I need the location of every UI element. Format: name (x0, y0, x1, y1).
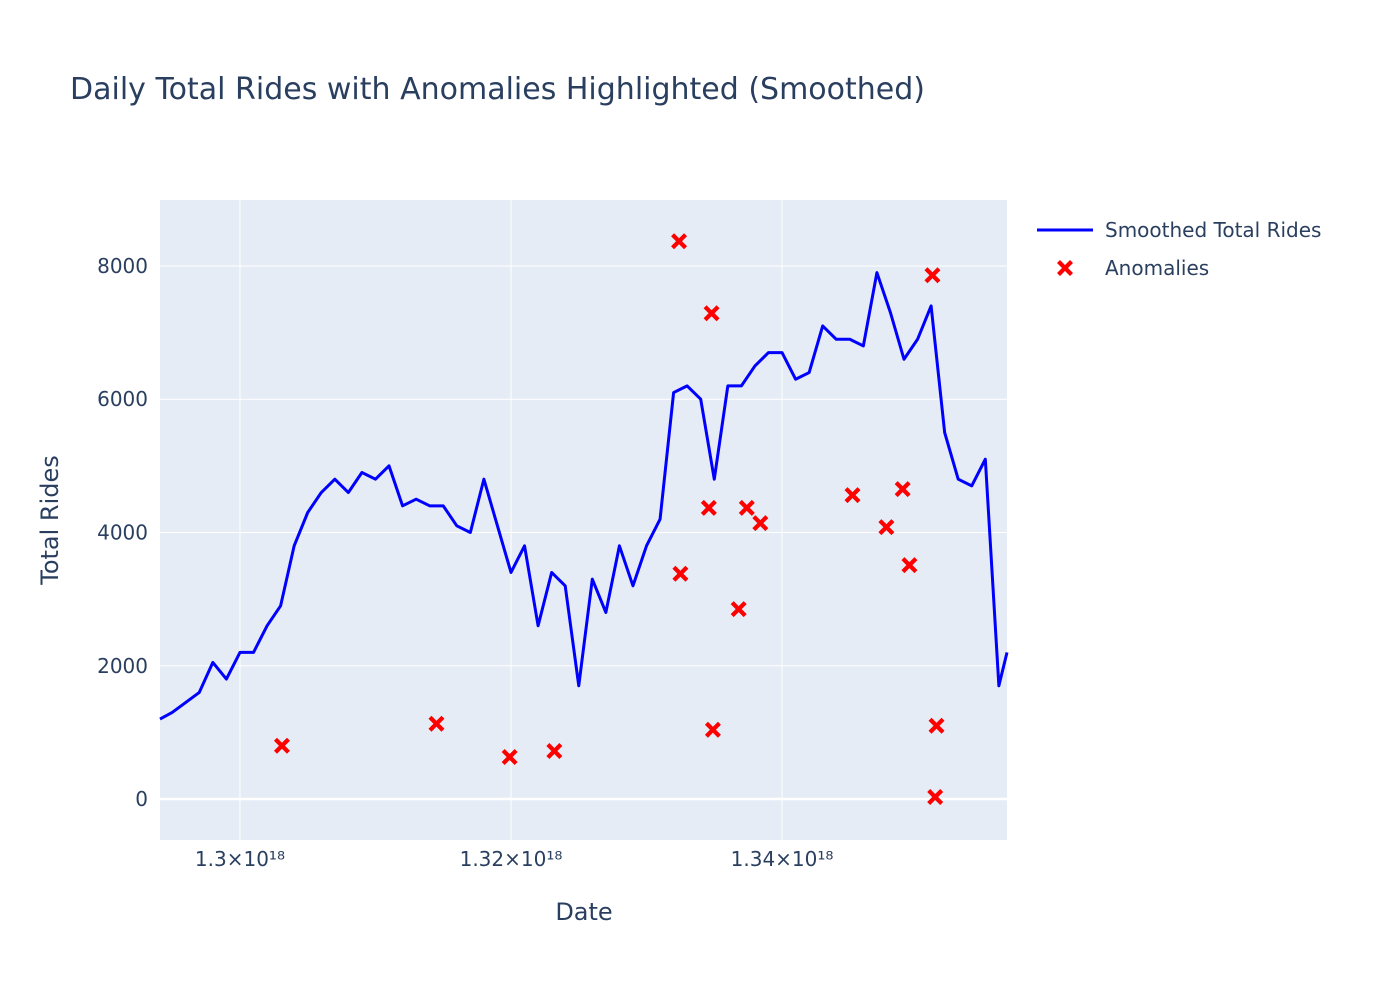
legend-label: Smoothed Total Rides (1105, 218, 1321, 242)
anomaly-marker (730, 601, 747, 618)
anomaly-marker (501, 749, 518, 766)
anomaly-marker (671, 233, 688, 250)
anomaly-marker (924, 267, 941, 284)
y-tick-label: 6000 (97, 387, 148, 411)
anomaly-marker (901, 557, 918, 574)
legend-label: Anomalies (1105, 256, 1209, 280)
plot-area (160, 200, 1007, 840)
x-axis-title: Date (555, 898, 612, 926)
anomaly-marker (844, 487, 861, 504)
x-tick-label: 1.3×10¹⁸ (195, 847, 285, 871)
x-tick-label: 1.34×10¹⁸ (731, 847, 834, 871)
plot-layer (159, 233, 1009, 806)
x-tick-label: 1.32×10¹⁸ (460, 847, 563, 871)
y-tick-label: 2000 (97, 654, 148, 678)
y-tick-label: 0 (135, 787, 148, 811)
line-series (159, 271, 1009, 721)
legend: Smoothed Total Rides Anomalies (1037, 218, 1321, 280)
anomaly-marker (672, 565, 689, 582)
y-axis-title: Total Rides (36, 455, 64, 586)
legend-swatch (1057, 260, 1073, 276)
anomaly-marker (704, 721, 721, 738)
anomaly-marker (927, 789, 944, 806)
anomaly-marker (546, 743, 563, 760)
chart-title: Daily Total Rides with Anomalies Highlig… (70, 72, 925, 107)
anomaly-marker (752, 515, 769, 532)
y-tick-label: 4000 (97, 520, 148, 544)
anomaly-marker (703, 305, 720, 322)
anomaly-marker (273, 737, 290, 754)
anomaly-marker (700, 499, 717, 516)
anomaly-marker (894, 481, 911, 498)
anomaly-marker (738, 499, 755, 516)
anomaly-marker (878, 519, 895, 536)
anomaly-marker (928, 717, 945, 734)
y-tick-label: 8000 (97, 254, 148, 278)
anomaly-marker (428, 715, 445, 732)
